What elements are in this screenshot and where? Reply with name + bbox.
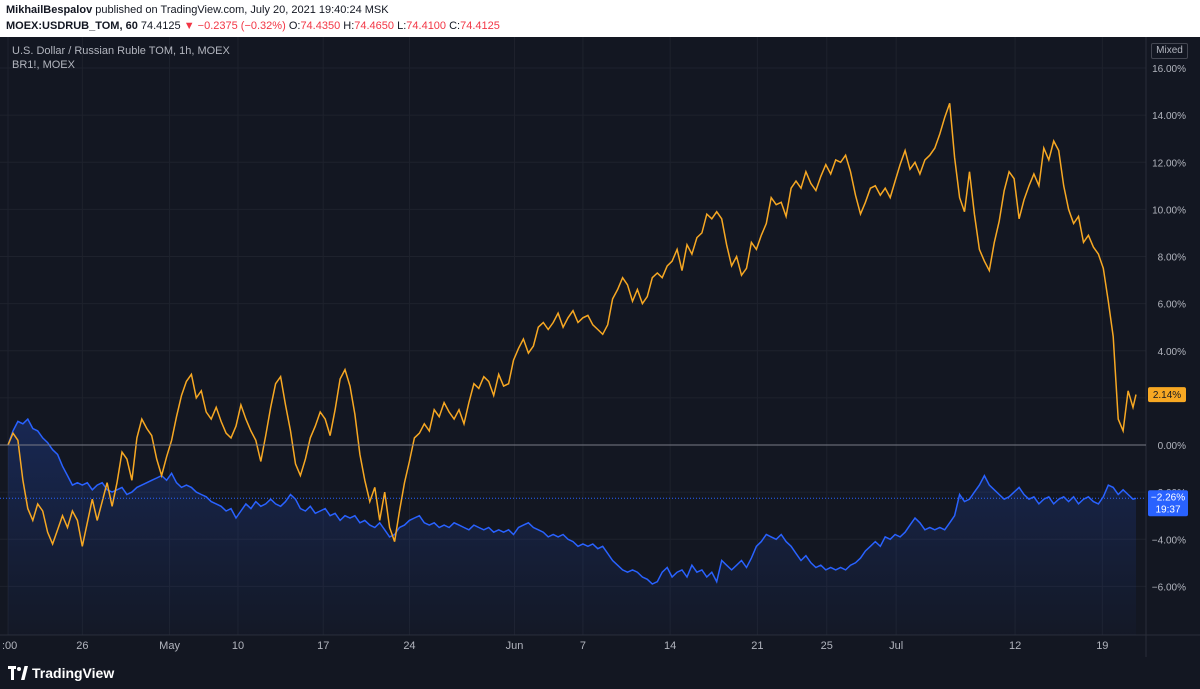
publish-info-line: MikhailBespalov published on TradingView… [6, 3, 389, 17]
x-tick-label: 26 [76, 640, 88, 652]
tradingview-logo[interactable]: TradingView [8, 665, 114, 681]
x-tick-label: 12 [1009, 640, 1021, 652]
legend-series2[interactable]: BR1!, MOEX [12, 59, 75, 71]
usdrub-tag-label: −2.26% [1151, 492, 1185, 503]
symbol-label: MOEX:USDRUB_TOM, 60 [6, 20, 138, 32]
close-label: C: [449, 20, 461, 32]
footer: TradingView [0, 657, 1200, 689]
brent-last-value-tag: 2.14% [1148, 387, 1186, 403]
down-arrow-icon: ▼ [183, 20, 195, 32]
brent-tag-label: 2.14% [1153, 390, 1181, 401]
y-tick-label: −4.00% [1152, 535, 1186, 546]
price-change: −0.2375 (−0.32%) [197, 20, 286, 32]
last-price: 74.4125 [140, 20, 181, 32]
scale-mode-button[interactable]: Mixed [1151, 43, 1188, 59]
y-tick-label: 8.00% [1158, 253, 1186, 264]
x-tick-label: 14 [664, 640, 676, 652]
high-label: H: [343, 20, 355, 32]
y-tick-label: 10.00% [1152, 205, 1186, 216]
x-tick-label: May [159, 640, 180, 652]
y-tick-label: −6.00% [1152, 582, 1186, 593]
x-tick-label: 25 [821, 640, 833, 652]
x-tick-label: 10 [232, 640, 244, 652]
usdrub-last-value-tag: −2.26% 19:37 [1148, 490, 1188, 517]
y-tick-label: 16.00% [1152, 64, 1186, 75]
brand-name: TradingView [32, 665, 115, 681]
x-tick-label: 17 [317, 640, 329, 652]
close-value: 74.4125 [460, 20, 500, 32]
y-tick-label: 0.00% [1158, 441, 1186, 452]
y-tick-label: 12.00% [1152, 158, 1186, 169]
author-name[interactable]: MikhailBespalov [6, 4, 93, 16]
chart-svg[interactable]: 16.00% 14.00% 12.00% 10.00% 8.00% 6.00% 4.00% 2… [0, 37, 1200, 657]
brent-line[interactable] [7, 103, 1137, 547]
x-axis[interactable]: :00 26 May 10 17 24 Jun 7 14 21 25 Jul 12 19 [2, 640, 1108, 652]
usdrub-tag-bg [1148, 490, 1188, 517]
x-tick-label: Jun [506, 640, 524, 652]
x-tick-label: 19 [1096, 640, 1108, 652]
open-label: O: [288, 20, 301, 32]
low-label: L: [397, 20, 407, 32]
legend-series1[interactable]: U.S. Dollar / Russian Ruble TOM, 1h, MOE… [12, 45, 230, 57]
y-tick-label: 4.00% [1158, 347, 1186, 358]
y-tick-label: 6.00% [1158, 300, 1186, 311]
y-tick-label: 14.00% [1152, 111, 1186, 122]
open-value: 74.4350 [300, 20, 341, 32]
usdrub-line[interactable] [7, 417, 1137, 585]
publish-date: published on TradingView.com, July 20, 2… [95, 4, 389, 16]
bar-countdown: 19:37 [1155, 504, 1180, 515]
brent-tag-bg [1148, 387, 1186, 403]
tradingview-logo-icon [8, 666, 28, 680]
x-tick-label: :00 [2, 640, 17, 652]
x-tick-label: 24 [403, 640, 415, 652]
high-value: 74.4650 [354, 20, 395, 32]
chart-area[interactable]: 16.00% 14.00% 12.00% 10.00% 8.00% 6.00% 4.00% 2… [0, 37, 1200, 689]
low-value: 74.4100 [406, 20, 447, 32]
ohlc-line: MOEX:USDRUB_TOM, 60 74.4125 ▼ −0.2375 (−… [6, 19, 500, 33]
x-tick-label: 7 [580, 640, 586, 652]
usdrub-area [8, 419, 1136, 635]
publish-header: MikhailBespalov published on TradingView… [0, 0, 1200, 36]
x-tick-label: Jul [889, 640, 903, 652]
x-tick-label: 21 [751, 640, 763, 652]
